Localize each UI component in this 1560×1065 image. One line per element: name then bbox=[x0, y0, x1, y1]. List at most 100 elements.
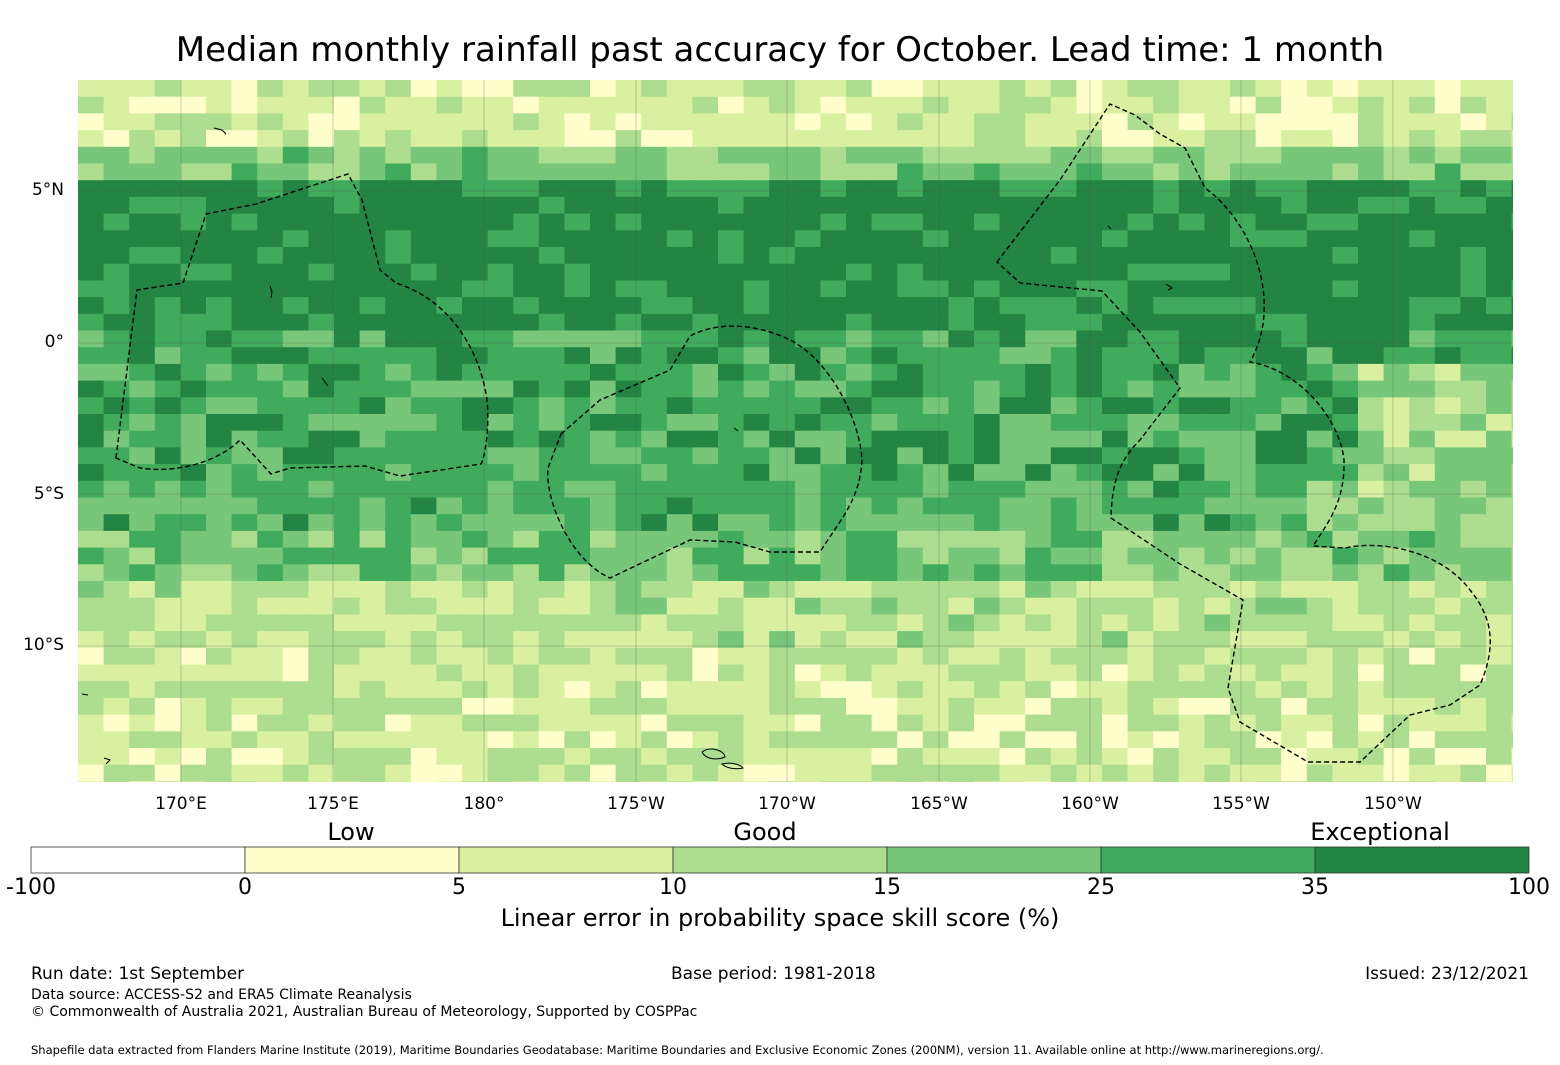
skill-cell bbox=[1204, 447, 1231, 465]
skill-cell bbox=[1358, 514, 1385, 532]
skill-cell bbox=[666, 230, 693, 248]
coastline-atoll-1 bbox=[269, 285, 273, 299]
skill-cell bbox=[922, 497, 949, 515]
skill-cell bbox=[1025, 263, 1052, 281]
skill-cell bbox=[1358, 397, 1385, 415]
skill-cell bbox=[743, 530, 770, 549]
skill-cell bbox=[78, 130, 105, 148]
skill-cell bbox=[1127, 681, 1154, 699]
skill-cell bbox=[769, 363, 796, 382]
skill-cell bbox=[846, 581, 873, 599]
skill-cell bbox=[462, 748, 489, 766]
skill-cell bbox=[1511, 447, 1513, 465]
skill-cell bbox=[948, 80, 975, 98]
skill-cell bbox=[564, 697, 591, 716]
skill-cell bbox=[103, 614, 130, 632]
skill-cell bbox=[462, 347, 489, 365]
skill-cell bbox=[231, 80, 258, 98]
skill-cell bbox=[692, 313, 719, 332]
skill-cell bbox=[897, 714, 924, 732]
skill-cell bbox=[718, 497, 745, 515]
skill-cell bbox=[1434, 414, 1461, 432]
skill-cell bbox=[1127, 113, 1154, 131]
skill-cell bbox=[154, 447, 181, 465]
skill-cell bbox=[846, 480, 873, 499]
skill-cell bbox=[385, 297, 412, 315]
skill-cell bbox=[1486, 547, 1513, 565]
skill-cell bbox=[974, 631, 1001, 649]
skill-cell bbox=[1434, 647, 1461, 666]
skill-cell bbox=[743, 113, 770, 131]
skill-cell bbox=[1102, 581, 1129, 599]
skill-cell bbox=[1383, 397, 1410, 415]
skill-cell bbox=[257, 380, 284, 398]
skill-cell bbox=[359, 581, 386, 599]
skill-cell bbox=[513, 530, 540, 549]
skill-cell bbox=[78, 581, 105, 599]
skill-cell bbox=[974, 564, 1001, 582]
skill-cell bbox=[1178, 480, 1205, 499]
skill-cell bbox=[1102, 464, 1129, 482]
skill-cell bbox=[692, 614, 719, 632]
skill-cell bbox=[180, 414, 207, 432]
skill-cell bbox=[78, 213, 105, 231]
skill-cell bbox=[180, 480, 207, 499]
skill-cell bbox=[1383, 781, 1410, 782]
skill-cell bbox=[1383, 514, 1410, 532]
skill-cell bbox=[999, 631, 1026, 649]
skill-cell bbox=[462, 530, 489, 549]
skill-cell bbox=[1050, 764, 1077, 782]
skill-cell bbox=[1358, 180, 1385, 198]
skill-cell bbox=[564, 597, 591, 615]
skill-cell bbox=[641, 146, 668, 165]
skill-cell bbox=[948, 781, 975, 782]
skill-cell bbox=[513, 480, 540, 499]
skill-cell bbox=[231, 146, 258, 165]
skill-cell bbox=[206, 96, 233, 114]
skill-cell bbox=[1486, 514, 1513, 532]
skill-cell bbox=[1153, 497, 1180, 515]
skill-cell bbox=[1409, 213, 1436, 231]
skill-cell bbox=[692, 514, 719, 532]
skill-cell bbox=[1076, 464, 1103, 482]
skill-cell bbox=[359, 564, 386, 582]
skill-cell bbox=[820, 247, 847, 265]
skill-cell bbox=[1204, 113, 1231, 131]
skill-cell bbox=[78, 163, 105, 181]
skill-cell bbox=[1383, 163, 1410, 181]
skill-cell bbox=[590, 414, 617, 432]
skill-cell bbox=[78, 414, 105, 432]
skill-cell bbox=[820, 781, 847, 782]
skill-cell bbox=[1358, 781, 1385, 782]
skill-cell bbox=[1409, 597, 1436, 615]
skill-cell bbox=[1383, 96, 1410, 114]
skill-cell bbox=[1102, 447, 1129, 465]
skill-cell bbox=[641, 464, 668, 482]
skill-cell bbox=[308, 96, 335, 114]
skill-cell bbox=[154, 581, 181, 599]
skill-cell bbox=[1332, 80, 1359, 98]
skill-cell bbox=[1383, 647, 1410, 666]
skill-cell bbox=[1409, 614, 1436, 632]
skill-cell bbox=[538, 230, 565, 248]
skill-cell bbox=[1050, 647, 1077, 666]
skill-cell bbox=[1511, 614, 1513, 632]
skill-cell bbox=[1358, 597, 1385, 615]
skill-cell bbox=[1383, 731, 1410, 749]
skill-cell bbox=[820, 163, 847, 181]
skill-cell bbox=[948, 414, 975, 432]
skill-cell bbox=[1255, 781, 1282, 782]
skill-cell bbox=[1076, 297, 1103, 315]
skill-cell bbox=[692, 230, 719, 248]
skill-cell bbox=[410, 447, 437, 465]
skill-cell bbox=[257, 180, 284, 198]
skill-cell bbox=[385, 697, 412, 716]
skill-cell bbox=[590, 113, 617, 131]
skill-cell bbox=[871, 297, 898, 315]
skill-cell bbox=[922, 514, 949, 532]
skill-cell bbox=[154, 614, 181, 632]
skill-cell bbox=[999, 113, 1026, 131]
skill-cell bbox=[1460, 146, 1487, 165]
skill-cell bbox=[1511, 113, 1513, 131]
skill-cell bbox=[590, 313, 617, 332]
